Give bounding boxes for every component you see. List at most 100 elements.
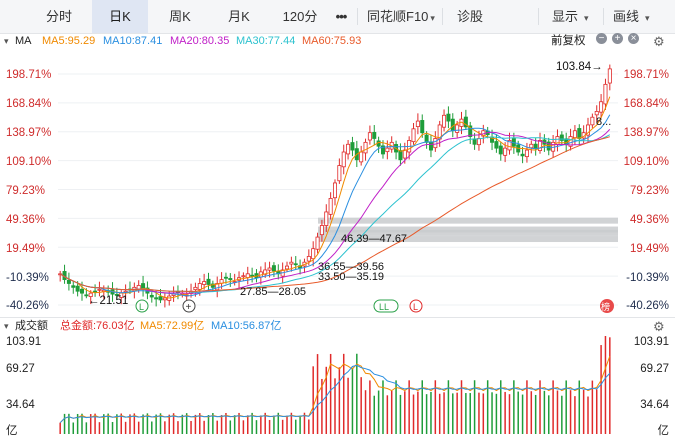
candle-body-77 [394, 144, 399, 153]
ranking-icon[interactable]: 榜 [600, 299, 614, 313]
candle-body-68 [354, 148, 359, 161]
marker-l-red[interactable]: L [409, 299, 423, 313]
marker-l-1[interactable]: L [135, 299, 149, 313]
volume-title: 成交额 [15, 320, 48, 332]
chevron-down-icon: ▾ [584, 13, 589, 23]
candle-body-126 [607, 68, 612, 84]
ma-title: MA [15, 35, 32, 47]
candle-body-9 [97, 288, 102, 291]
candle-body-31 [193, 286, 198, 291]
marker-plus[interactable]: + [182, 299, 196, 313]
candle-body-15 [123, 290, 128, 293]
ma20-value: MA20:80.35 [170, 35, 230, 47]
candle-body-78 [398, 150, 403, 161]
candle-body-124 [599, 101, 604, 113]
candle-body-97 [481, 130, 486, 137]
candle-body-109 [533, 143, 538, 149]
volume-axis-right-2: 34.64 [640, 399, 669, 411]
candle-body-105 [516, 144, 521, 153]
price-axis-left-2: 138.97% [6, 127, 51, 139]
volume-axis-left-0: 103.91 [6, 336, 41, 348]
tab-weekly-k[interactable]: 周K [169, 9, 191, 24]
volume-axis-left-unit: 亿 [6, 424, 18, 437]
candle-body-37 [219, 279, 224, 284]
gear-icon[interactable]: ⚙ [653, 319, 665, 334]
draw-line-dropdown[interactable]: 画线 ▾ [613, 0, 650, 33]
ma-legend-row: ▾ MA MA5:95.29 MA10:87.41 MA20:80.35 MA3… [0, 33, 675, 50]
low-annotation: ←21.51 [88, 295, 128, 307]
display-dropdown[interactable]: 显示 ▾ [552, 0, 589, 33]
close-icon[interactable]: × [628, 33, 639, 44]
candle-body-72 [372, 131, 377, 139]
candle-body-85 [428, 141, 433, 151]
volume-ma5: MA5:72.99亿 [140, 320, 205, 332]
candle-body-122 [590, 116, 595, 126]
volume-ma10: MA10:56.87亿 [211, 320, 282, 332]
candle-body-94 [468, 125, 473, 137]
price-axis-left-8: -40.26% [6, 300, 49, 312]
plus-icon[interactable]: + [612, 33, 623, 44]
candle-body-49 [271, 265, 276, 272]
candle-body-88 [442, 114, 447, 128]
minus-icon[interactable]: − [596, 33, 607, 44]
candle-body-0 [58, 273, 63, 276]
candle-body-101 [498, 145, 503, 155]
candle-body-62 [328, 198, 333, 215]
marker-ll[interactable]: LL [373, 299, 399, 313]
candle-body-13 [114, 293, 119, 296]
candle-body-50 [276, 270, 281, 275]
chevron-down-icon: ▾ [645, 13, 650, 23]
candle-body-87 [437, 124, 442, 140]
candle-body-121 [586, 124, 591, 136]
support-band-2 [318, 229, 618, 236]
period-toolbar: 分时 日K 周K 月K 120分 ••• 同花顺F10 ▾ 诊股 显示 ▾ 画线 ▾ [0, 0, 675, 34]
diagnose-button[interactable]: 诊股 [457, 9, 484, 24]
candle-body-74 [380, 145, 385, 155]
candle-body-125 [603, 83, 608, 105]
candle-body-11 [106, 290, 111, 293]
tab-intraday[interactable]: 分时 [45, 9, 72, 24]
candle-body-99 [490, 136, 495, 143]
price-axis-right-3: 109.10% [624, 156, 669, 168]
candle-body-59 [315, 236, 320, 250]
candle-body-61 [324, 211, 329, 226]
candle-body-63 [332, 182, 337, 199]
volume-axis-right-0: 103.91 [634, 336, 669, 348]
volume-total: 总金额:76.03亿 [60, 320, 135, 332]
tab-monthly-k[interactable]: 月K [228, 9, 250, 24]
gear-icon[interactable]: ⚙ [653, 34, 665, 49]
candle-body-91 [455, 124, 460, 133]
candle-body-30 [189, 290, 194, 294]
collapse-icon[interactable]: ▾ [4, 321, 9, 331]
candle-body-112 [546, 141, 551, 151]
candle-body-41 [237, 277, 242, 281]
candle-body-46 [258, 271, 263, 278]
candle-body-123 [594, 111, 599, 116]
more-periods-button[interactable]: ••• [335, 9, 348, 24]
tab-daily-k[interactable]: 日K [92, 0, 148, 33]
candle-body-114 [555, 136, 560, 145]
candle-body-28 [180, 292, 185, 295]
tab-120min[interactable]: 120分 [282, 9, 318, 24]
candle-body-106 [520, 153, 525, 157]
candle-body-60 [319, 225, 324, 236]
price-axis-right-1: 168.84% [624, 98, 669, 110]
candle-body-55 [298, 265, 303, 269]
source-f10-dropdown[interactable]: 同花顺F10 ▾ [367, 0, 435, 33]
volume-ma5-line [59, 356, 611, 424]
ma5-value: MA5:95.29 [42, 35, 96, 47]
ma10-line [59, 114, 611, 297]
marker-l-red-text: L [413, 302, 418, 312]
candle-body-3 [71, 285, 76, 288]
candle-body-82 [415, 120, 420, 127]
candle-body-52 [285, 265, 290, 270]
candle-body-80 [407, 140, 412, 153]
candle-body-36 [215, 283, 220, 291]
candle-body-116 [564, 138, 569, 145]
support-band-3 [318, 236, 618, 243]
candle-body-57 [306, 256, 311, 262]
price-axis-left-6: 19.49% [6, 243, 45, 255]
collapse-icon[interactable]: ▾ [4, 36, 9, 46]
candle-body-89 [446, 113, 451, 122]
